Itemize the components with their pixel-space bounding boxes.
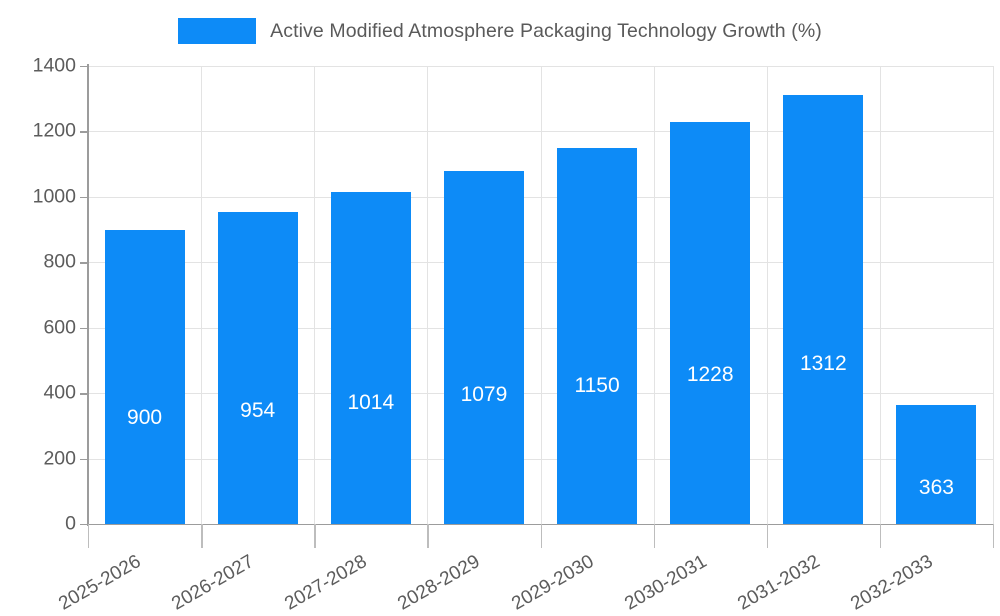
x-axis-tick [879, 524, 882, 548]
y-axis-tick [80, 458, 87, 460]
gridline-vertical [993, 66, 994, 524]
gridline-vertical [541, 66, 542, 524]
bar[interactable] [330, 192, 411, 524]
x-axis-tick-label: 2029-2030 [507, 551, 597, 615]
plot-area: 900 954 1014 1079 1150 1228 1312 363 [88, 66, 994, 525]
y-axis-tick [80, 393, 87, 395]
y-axis-tick [80, 66, 87, 68]
y-axis-tick [80, 524, 87, 526]
gridline-horizontal [88, 393, 993, 395]
gridline-horizontal [88, 196, 993, 198]
y-axis-tick [80, 327, 87, 330]
gridline-horizontal [88, 458, 993, 460]
y-axis-tick-label: 1400 [32, 54, 76, 77]
bar-value-label: 363 [918, 476, 954, 500]
x-axis-tick [653, 524, 656, 548]
bar[interactable] [783, 94, 864, 524]
y-axis-tick-label: 200 [43, 447, 76, 470]
x-axis-tick-label: 2030-2031 [620, 551, 711, 615]
bar[interactable] [104, 229, 185, 524]
bar-value-label: 954 [240, 399, 276, 423]
gridline-vertical [201, 66, 202, 524]
y-axis-tick-label: 0 [65, 512, 76, 535]
x-axis-tick-label: 2032-2033 [847, 551, 937, 615]
bar-value-label: 1228 [686, 363, 734, 387]
bar-value-label: 1312 [799, 352, 847, 376]
x-axis-tick [766, 524, 769, 548]
bar-chart: Active Modified Atmosphere Packaging Tec… [0, 10, 1000, 615]
x-axis-tick [993, 524, 995, 548]
x-axis-tick [201, 524, 203, 548]
y-axis-tick [80, 262, 87, 264]
x-axis-tick-label: 2031-2032 [734, 551, 824, 615]
x-axis-tick [427, 524, 429, 548]
bar[interactable] [557, 147, 638, 524]
bar[interactable] [217, 211, 298, 524]
gridline-horizontal [88, 327, 993, 329]
x-axis-tick [314, 524, 316, 548]
gridline-vertical [767, 66, 768, 524]
y-axis-line [87, 64, 89, 526]
y-axis-tick [80, 196, 87, 199]
gridline-vertical [427, 66, 428, 524]
gridline-vertical [654, 66, 655, 524]
x-axis-tick [540, 524, 542, 548]
x-axis-tick-label: 2027-2028 [281, 551, 371, 615]
chart-legend: Active Modified Atmosphere Packaging Tec… [0, 10, 1000, 52]
y-axis-tick-label: 400 [43, 381, 76, 404]
gridline-horizontal [88, 131, 993, 133]
legend-swatch-icon[interactable] [178, 18, 257, 44]
y-axis-tick-label: 800 [43, 250, 76, 273]
gridline-vertical [314, 66, 315, 524]
gridline-horizontal [88, 262, 993, 264]
gridline-horizontal [88, 66, 993, 67]
bar[interactable] [443, 171, 524, 524]
x-axis-tick-label: 2025-2026 [55, 551, 145, 615]
gridline-vertical [880, 66, 881, 524]
bar-value-label: 1079 [460, 382, 508, 406]
x-axis-tick-label: 2028-2029 [394, 551, 484, 615]
x-axis-tick [88, 524, 90, 548]
bar[interactable] [896, 405, 977, 524]
bar-value-label: 1150 [574, 373, 620, 397]
legend-label[interactable]: Active Modified Atmosphere Packaging Tec… [270, 19, 822, 42]
y-axis-tick-label: 600 [43, 316, 76, 339]
y-axis-tick-label: 1000 [32, 185, 76, 208]
bar-value-label: 900 [127, 406, 163, 430]
y-axis-tick-label: 1200 [32, 119, 76, 142]
bar[interactable] [670, 122, 751, 524]
x-axis-tick-label: 2026-2027 [168, 551, 258, 615]
bar-value-label: 1014 [347, 391, 395, 415]
y-axis-tick [80, 131, 87, 133]
